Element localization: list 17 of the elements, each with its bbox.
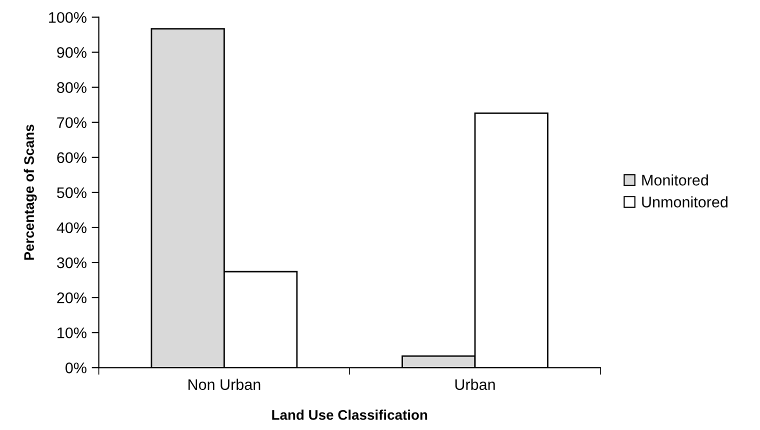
x-axis-title: Land Use Classification — [272, 410, 428, 420]
y-tick-label: 20% — [57, 292, 86, 304]
y-axis-title: Percentage of Scans — [24, 124, 37, 260]
y-tick-label: 80% — [57, 82, 86, 93]
y-tick-label: 50% — [57, 187, 86, 198]
y-tick-label: 0% — [66, 362, 86, 374]
y-tick-label: 70% — [57, 117, 86, 128]
y-tick-label: 60% — [57, 152, 86, 164]
y-tick-label: 30% — [57, 257, 86, 268]
y-tick-label: 40% — [56, 222, 86, 234]
legend-label: Monitored — [642, 174, 708, 186]
x-tick-label: Urban — [455, 378, 495, 390]
x-tick-label: Non Urban — [188, 378, 260, 390]
y-tick-label: 90% — [57, 47, 86, 58]
legend-label: Unmonitored — [642, 196, 728, 208]
y-tick-label: 10% — [58, 327, 86, 338]
y-tick-label: 100% — [49, 12, 86, 23]
